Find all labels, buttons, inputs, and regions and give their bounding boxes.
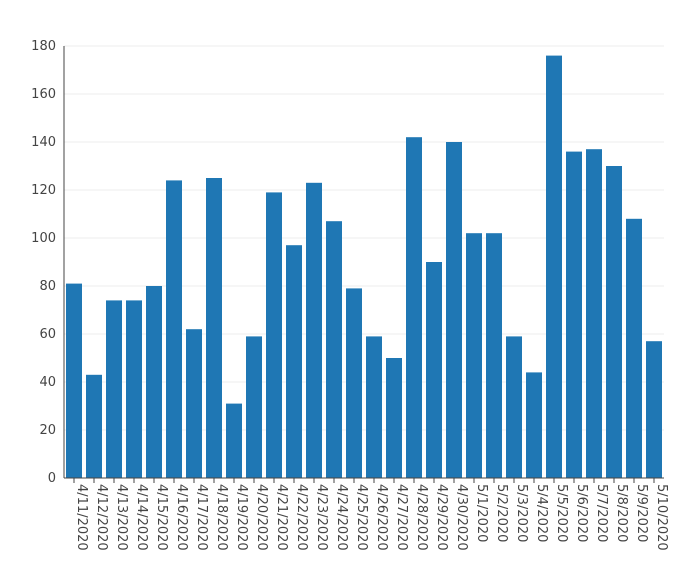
bar-5-6-2020 <box>566 151 582 478</box>
bar-5-7-2020 <box>586 149 602 478</box>
x-tick-label: 5/2/2020 <box>494 484 509 542</box>
bar-4-24-2020 <box>326 221 342 478</box>
bar-4-29-2020 <box>426 262 442 478</box>
y-tick-label: 60 <box>39 327 56 342</box>
x-tick-label: 5/7/2020 <box>594 484 609 542</box>
x-tick-label: 5/3/2020 <box>514 484 529 542</box>
bar-4-13-2020 <box>106 300 122 478</box>
x-tick-label: 4/27/2020 <box>394 484 409 551</box>
x-tick-labels: 4/11/2020 4/12/2020 4/13/2020 4/14/2020 4/15… <box>74 484 669 551</box>
x-tick-label: 5/4/2020 <box>534 484 549 542</box>
bar-5-10-2020 <box>646 341 662 478</box>
bar-5-2-2020 <box>486 233 502 478</box>
x-tick-label: 4/13/2020 <box>114 484 129 551</box>
bar-4-28-2020 <box>406 137 422 478</box>
x-tick-label: 5/5/2020 <box>554 484 569 542</box>
bar-5-3-2020 <box>506 336 522 478</box>
bar-4-14-2020 <box>126 300 142 478</box>
bar-4-19-2020 <box>226 403 242 478</box>
bar-4-25-2020 <box>346 288 362 478</box>
bar-4-21-2020 <box>266 192 282 478</box>
x-tick-label: 5/1/2020 <box>474 484 489 542</box>
bar-4-12-2020 <box>86 374 102 478</box>
x-tick-label: 4/20/2020 <box>254 484 269 551</box>
x-tick-label: 4/18/2020 <box>214 484 229 551</box>
x-tick-label: 5/10/2020 <box>654 484 669 551</box>
bar-4-16-2020 <box>166 180 182 478</box>
bar-4-23-2020 <box>306 182 322 479</box>
y-tick-label: 0 <box>48 471 56 486</box>
bar-4-20-2020 <box>246 336 262 478</box>
x-tick-label: 4/25/2020 <box>354 484 369 551</box>
y-tick-label: 80 <box>39 279 56 294</box>
x-tick-label: 5/9/2020 <box>634 484 649 542</box>
x-tick-label: 4/30/2020 <box>454 484 469 551</box>
bar-4-17-2020 <box>186 329 202 478</box>
x-tick-label: 4/22/2020 <box>294 484 309 551</box>
x-tick-label: 4/15/2020 <box>154 484 169 551</box>
x-tick-label: 5/6/2020 <box>574 484 589 542</box>
bar-4-18-2020 <box>206 178 222 478</box>
y-tick-label: 160 <box>31 87 56 102</box>
axes <box>63 46 664 483</box>
bar-4-11-2020 <box>66 283 82 478</box>
x-tick-label: 4/23/2020 <box>314 484 329 551</box>
y-tick-label: 140 <box>31 135 56 150</box>
x-tick-label: 4/24/2020 <box>334 484 349 551</box>
bar-5-8-2020 <box>606 166 622 478</box>
y-tick-label: 180 <box>31 39 56 54</box>
gridlines <box>64 45 664 431</box>
bar-4-22-2020 <box>286 245 302 478</box>
y-tick-label: 40 <box>39 375 56 390</box>
bar-5-5-2020 <box>546 55 562 478</box>
x-tick-label: 4/16/2020 <box>174 484 189 551</box>
x-tick-label: 4/28/2020 <box>414 484 429 551</box>
x-tick-label: 4/26/2020 <box>374 484 389 551</box>
bars <box>66 55 662 479</box>
bar-4-26-2020 <box>366 336 382 478</box>
x-tick-label: 5/8/2020 <box>614 484 629 542</box>
y-tick-label: 120 <box>31 183 56 198</box>
x-tick-label: 4/14/2020 <box>134 484 149 551</box>
bar-4-27-2020 <box>386 358 402 478</box>
bar-4-15-2020 <box>146 286 162 478</box>
x-tick-label: 4/29/2020 <box>434 484 449 551</box>
bar-5-1-2020 <box>466 233 482 478</box>
bar-5-4-2020 <box>526 372 542 478</box>
y-tick-labels: 0 20 40 60 80 100 120 140 160 180 <box>31 39 56 486</box>
x-tick-label: 4/21/2020 <box>274 484 289 551</box>
x-tick-label: 4/12/2020 <box>94 484 109 551</box>
y-tick-label: 100 <box>31 231 56 246</box>
x-tick-label: 4/11/2020 <box>74 484 89 551</box>
x-tick-label: 4/19/2020 <box>234 484 249 551</box>
y-tick-label: 20 <box>39 423 56 438</box>
bar-5-9-2020 <box>626 218 642 479</box>
bar-4-30-2020 <box>446 142 462 478</box>
x-tick-label: 4/17/2020 <box>194 484 209 551</box>
